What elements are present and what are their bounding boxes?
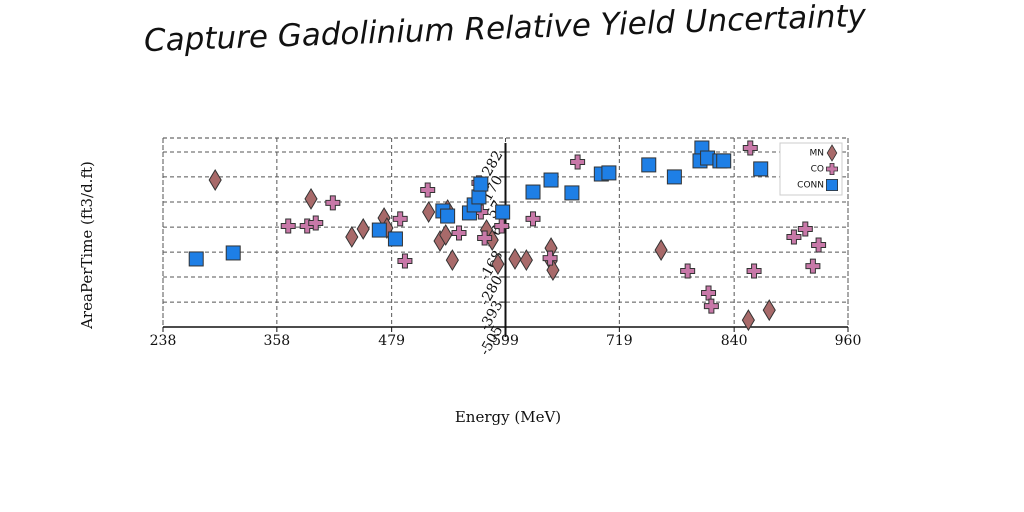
- point: [753, 161, 769, 177]
- point: [570, 154, 586, 170]
- point: [371, 222, 387, 238]
- point: [762, 299, 776, 322]
- point: [654, 239, 668, 262]
- legend-label: CO: [811, 165, 824, 175]
- point: [325, 195, 341, 211]
- legend-label: CONN: [797, 181, 824, 191]
- point: [701, 285, 717, 301]
- point: [225, 245, 241, 261]
- x-tick-label: 840: [721, 333, 748, 349]
- point: [494, 218, 510, 234]
- point: [397, 253, 413, 269]
- point: [477, 230, 493, 246]
- point: [525, 211, 541, 227]
- legend-marker: [826, 144, 838, 162]
- x-tick-label: 238: [150, 333, 177, 349]
- x-tick-label: 960: [835, 333, 862, 349]
- point: [188, 251, 204, 267]
- chart-title: Capture Gadolinium Relative Yield Uncert…: [143, 0, 867, 59]
- point: [471, 189, 487, 205]
- point: [356, 217, 370, 240]
- legend-marker: [825, 179, 838, 192]
- point: [666, 169, 682, 185]
- point: [519, 249, 533, 272]
- x-axis-label: Energy (MeV): [455, 408, 561, 426]
- legend-label: MN: [810, 149, 825, 159]
- point: [491, 253, 505, 276]
- x-tick-label: 719: [606, 333, 633, 349]
- point: [420, 182, 436, 198]
- point: [741, 309, 755, 332]
- point: [543, 172, 559, 188]
- point: [811, 237, 827, 253]
- point: [601, 165, 617, 181]
- point: [392, 211, 408, 227]
- point: [525, 184, 541, 200]
- point: [716, 153, 732, 169]
- point: [280, 218, 296, 234]
- point: [508, 247, 522, 270]
- point: [797, 221, 813, 237]
- point: [542, 250, 558, 266]
- point: [703, 298, 719, 314]
- legend-marker: [825, 163, 838, 176]
- point: [439, 223, 453, 246]
- point: [564, 185, 580, 201]
- point: [742, 140, 758, 156]
- point: [304, 187, 318, 210]
- point: [345, 225, 359, 248]
- point: [387, 231, 403, 247]
- point: [308, 215, 324, 231]
- point: [746, 263, 762, 279]
- point: [422, 201, 436, 224]
- point: [786, 229, 802, 245]
- point: [680, 263, 696, 279]
- point: [208, 169, 222, 191]
- point: [451, 225, 467, 241]
- point: [440, 208, 456, 224]
- x-tick-label: 358: [263, 333, 290, 349]
- x-tick-label: 479: [378, 333, 405, 349]
- y-axis-label: AreaPerTime (ft3/d.ft): [78, 161, 96, 330]
- point: [641, 157, 657, 173]
- point: [445, 249, 459, 272]
- point: [805, 258, 821, 274]
- point: [473, 176, 489, 192]
- point: [495, 204, 511, 220]
- x-tick-label: 599: [492, 333, 519, 349]
